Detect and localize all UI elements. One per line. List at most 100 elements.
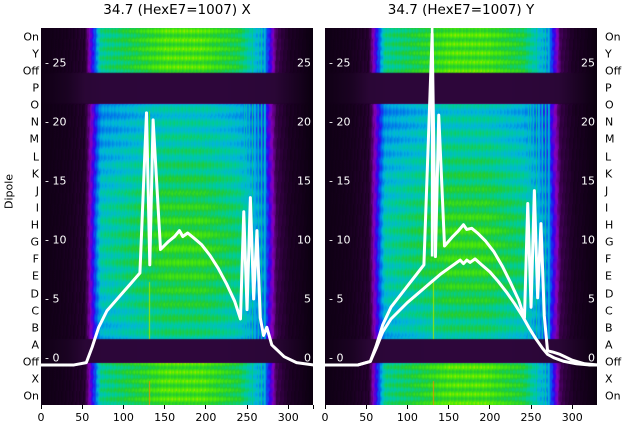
tick-label: 50 [75, 411, 90, 424]
trace-overlay-x [41, 111, 313, 367]
tick-label: 250 [236, 411, 258, 424]
category-label-left-m-6: M [29, 132, 40, 146]
category-label-left-k-8: K [31, 167, 39, 181]
category-label-right-d-15: D [605, 287, 614, 301]
tick-label: 200 [195, 411, 217, 424]
tick-mark [40, 405, 42, 409]
category-label-left-off-19: Off [22, 355, 39, 369]
tick-label: 100 [112, 411, 134, 424]
category-label-left-a-18: A [31, 338, 39, 352]
tick-label: 100 [396, 411, 418, 424]
category-label-right-n-5: N [605, 115, 614, 129]
x-tick-panel-x-330 [293, 405, 333, 411]
category-label-left-p-3: P [32, 81, 39, 95]
tick-label: 300 [277, 411, 299, 424]
tick-mark [287, 405, 289, 409]
x-axis-panel-y: 0 50 100 150 200 250 300 [322, 405, 597, 435]
tick-label: 200 [479, 411, 501, 424]
spectrogram-image-y [325, 28, 597, 405]
trace-line-y-lower [325, 257, 597, 367]
x-tick-panel-y-0: 0 [305, 405, 345, 424]
category-label-left-on-0: On [23, 30, 39, 44]
category-label-right-k-8: K [605, 167, 613, 181]
category-label-right-i-10: I [605, 201, 609, 215]
tick-mark [246, 405, 248, 409]
category-label-right-o-4: O [605, 98, 614, 112]
category-label-left-l-7: L [32, 150, 39, 164]
x-tick-panel-y-50: 50 [346, 405, 386, 424]
category-label-right-a-18: A [605, 338, 613, 352]
tick-mark [448, 405, 450, 409]
category-label-right-f-13: F [605, 252, 612, 266]
tick-mark [571, 405, 573, 409]
spectrogram-image-x [41, 28, 313, 405]
x-tick-panel-y-200: 200 [470, 405, 510, 424]
category-label-right-m-6: M [605, 132, 615, 146]
tick-label: 50 [359, 411, 374, 424]
category-label-left-h-11: H [30, 218, 39, 232]
x-tick-panel-y-150: 150 [429, 405, 469, 424]
trace-line-y-upper [325, 32, 597, 367]
category-axis-left: On Y Off P O N M L K J I H G F E D C B A Off X On [5, 28, 39, 405]
x-tick-panel-x-50: 50 [62, 405, 102, 424]
tick-mark [164, 405, 166, 409]
category-label-right-l-7: L [605, 150, 612, 164]
x-tick-panel-x-100: 100 [103, 405, 143, 424]
x-tick-panel-x-0: 0 [21, 405, 61, 424]
x-tick-panel-x-200: 200 [186, 405, 226, 424]
tick-mark [312, 405, 314, 409]
category-label-right-on-0: On [605, 30, 621, 44]
category-label-left-b-17: B [31, 321, 39, 335]
category-label-left-d-15: D [30, 287, 39, 301]
category-label-left-off-2: Off [22, 64, 39, 78]
trace-line-x-main [41, 111, 313, 367]
x-tick-panel-x-250: 250 [227, 405, 267, 424]
x-tick-panel-y-300: 300 [552, 405, 592, 424]
x-tick-panel-y-250: 250 [511, 405, 551, 424]
category-label-left-on-21: On [23, 389, 39, 403]
x-tick-panel-y-100: 100 [387, 405, 427, 424]
x-tick-panel-x-300: 300 [268, 405, 308, 424]
tick-label: 250 [520, 411, 542, 424]
tick-mark [205, 405, 207, 409]
category-label-right-on-21: On [605, 389, 621, 403]
trace-line-y-upper-inner [325, 33, 597, 366]
tick-label: 150 [154, 411, 176, 424]
tick-label: 0 [37, 411, 45, 424]
tick-mark [81, 405, 83, 409]
spectrogram-panel-x[interactable]: - 25- 20- 15- 10- 5- 0 25 20 15 10 5 0 [41, 28, 313, 405]
category-label-right-x-20: X [605, 372, 613, 386]
spectrogram-panel-y[interactable]: - 25- 20- 15- 10- 5- 0 25 20 15 10 5 0 [325, 28, 597, 405]
category-label-left-e-14: E [32, 269, 39, 283]
trace-line-x-inner [41, 112, 313, 366]
category-label-left-i-10: I [35, 201, 39, 215]
category-label-left-o-4: O [30, 98, 39, 112]
category-axis-right: On Y Off P O N M L K J I H G F E D C B A Off X On [601, 28, 635, 405]
panel-title-y: 34.7 (HexE7=1007) Y [387, 2, 535, 18]
category-label-right-off-2: Off [605, 64, 622, 78]
category-label-right-j-9: J [605, 184, 609, 198]
category-label-left-f-13: F [32, 252, 39, 266]
x-tick-panel-x-150: 150 [145, 405, 185, 424]
category-label-right-p-3: P [605, 81, 612, 95]
tick-mark [530, 405, 532, 409]
category-label-left-x-20: X [31, 372, 39, 386]
tick-label: 300 [561, 411, 583, 424]
tick-mark [122, 405, 124, 409]
trace-line-y-lower-inner [325, 258, 597, 366]
tick-label: 0 [321, 411, 329, 424]
category-label-left-j-9: J [35, 184, 39, 198]
tick-mark [324, 405, 326, 409]
category-label-left-g-12: G [30, 235, 39, 249]
tick-mark [365, 405, 367, 409]
category-label-left-c-16: C [31, 304, 39, 318]
x-axis-panel-x: 0 50 100 150 200 250 300 [38, 405, 314, 435]
category-label-left-n-5: N [30, 115, 39, 129]
category-label-right-e-14: E [605, 269, 612, 283]
tick-label: 150 [438, 411, 460, 424]
category-label-left-y-1: Y [32, 47, 39, 61]
category-label-right-g-12: G [605, 235, 614, 249]
category-label-right-b-17: B [605, 321, 613, 335]
trace-overlay-y [325, 28, 597, 367]
